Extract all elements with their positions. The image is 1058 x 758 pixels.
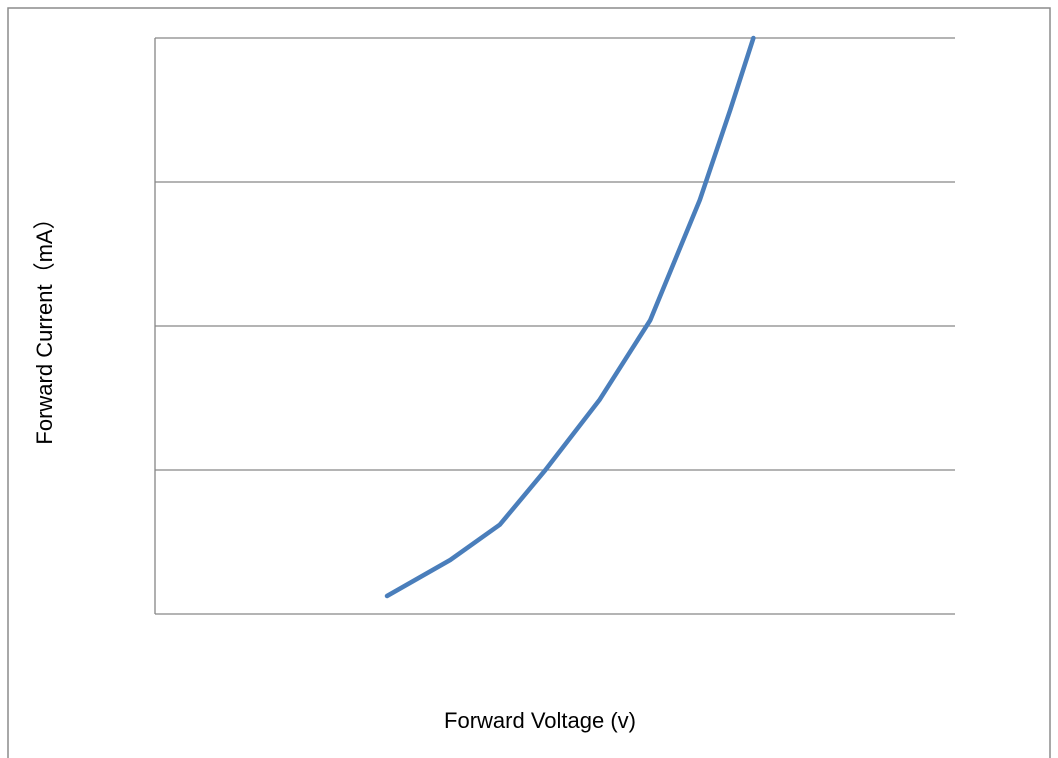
chart-frame	[7, 7, 1051, 758]
y-axis-title: Forward Current（mA）	[32, 207, 57, 444]
data-line	[384, 35, 756, 599]
x-axis-title: Forward Voltage (v)	[444, 708, 636, 733]
